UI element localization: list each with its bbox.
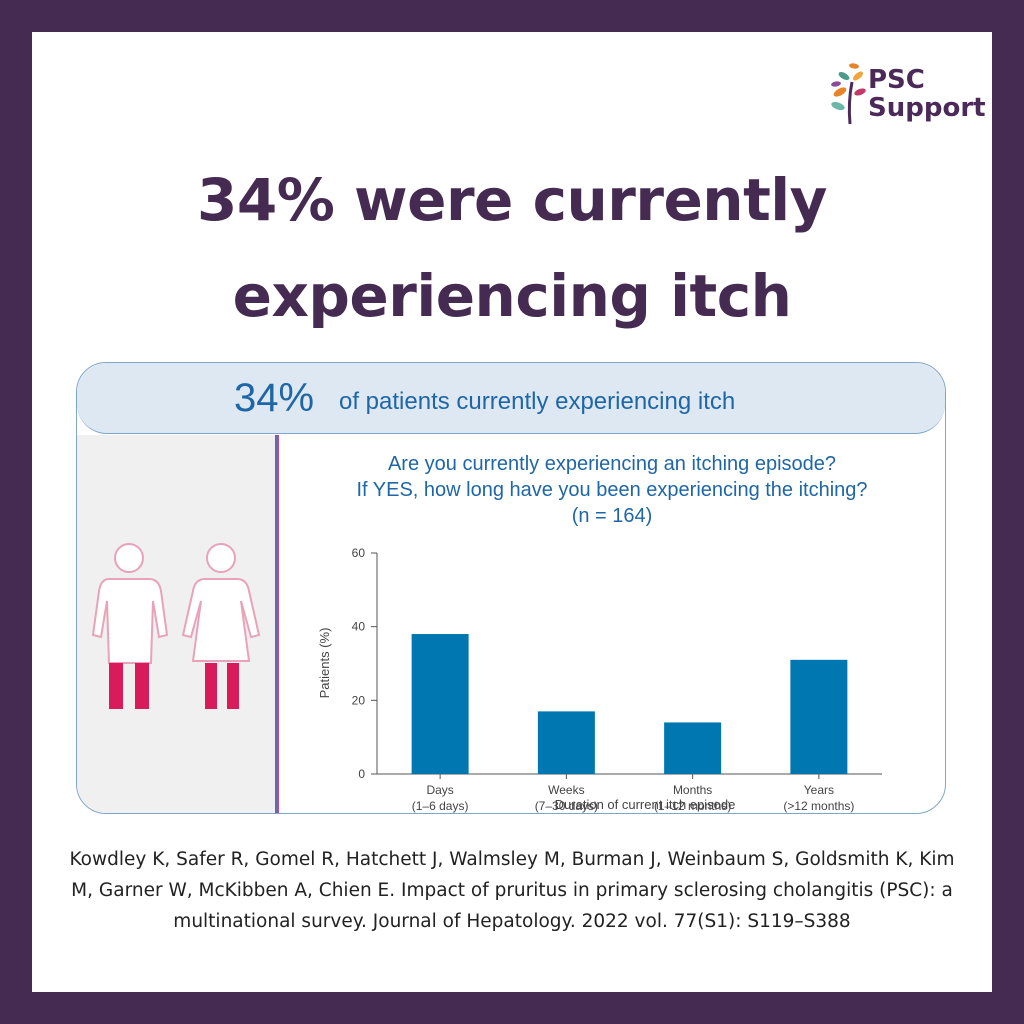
divider-line-blue — [275, 435, 277, 813]
male-figure-icon — [91, 543, 169, 709]
bar-years — [790, 659, 848, 774]
citation: Kowdley K, Safer R, Gomel R, Hatchett J,… — [69, 849, 955, 932]
y-axis-label: Patients (%) — [317, 628, 332, 699]
y-tick-label: 20 — [352, 693, 366, 707]
bar-months — [664, 722, 722, 774]
stat-banner: 34% of patients currently experiencing i… — [77, 363, 945, 434]
question-line-2: If YES, how long have you been experienc… — [356, 479, 868, 501]
logo-wordmark: PSC Support — [868, 65, 986, 123]
x-tick-label: Days — [426, 783, 453, 797]
x-axis-label: Duration of current itch episode — [555, 797, 736, 812]
x-tick-sublabel: (1–6 days) — [412, 799, 469, 813]
banner-percent: 34% — [234, 376, 315, 420]
survey-question: Are you currently experiencing an itchin… — [287, 451, 937, 529]
infographic-card: PSC Support 34% were currently experienc… — [32, 32, 992, 992]
banner-text: of patients currently experiencing itch — [339, 388, 736, 415]
y-tick-label: 0 — [358, 767, 365, 781]
survey-panel: 34% of patients currently experiencing i… — [76, 362, 946, 814]
question-sample-size: (n = 164) — [571, 505, 653, 527]
bar-days — [411, 634, 469, 774]
divider-line-pink — [277, 435, 279, 813]
duration-bar-chart: Patients (%) Duration of current itch ep… — [317, 546, 882, 813]
page-headline: 34% were currently experiencing itch — [197, 166, 828, 330]
x-tick-label: Years — [804, 783, 834, 797]
x-tick-label: Months — [673, 783, 712, 797]
x-tick-sublabel: (7–30 days) — [535, 799, 598, 813]
female-figure-icon — [181, 543, 261, 709]
y-tick-label: 60 — [352, 546, 366, 560]
x-tick-sublabel: (1–12 months) — [654, 799, 731, 813]
tree-icon — [831, 63, 866, 125]
y-tick-label: 40 — [352, 620, 366, 634]
x-tick-label: Weeks — [548, 783, 584, 797]
bar-weeks — [537, 711, 595, 774]
x-tick-sublabel: (>12 months) — [783, 799, 854, 813]
question-line-1: Are you currently experiencing an itchin… — [387, 453, 837, 475]
psc-support-logo: PSC Support — [830, 54, 986, 134]
people-figures — [91, 543, 261, 709]
